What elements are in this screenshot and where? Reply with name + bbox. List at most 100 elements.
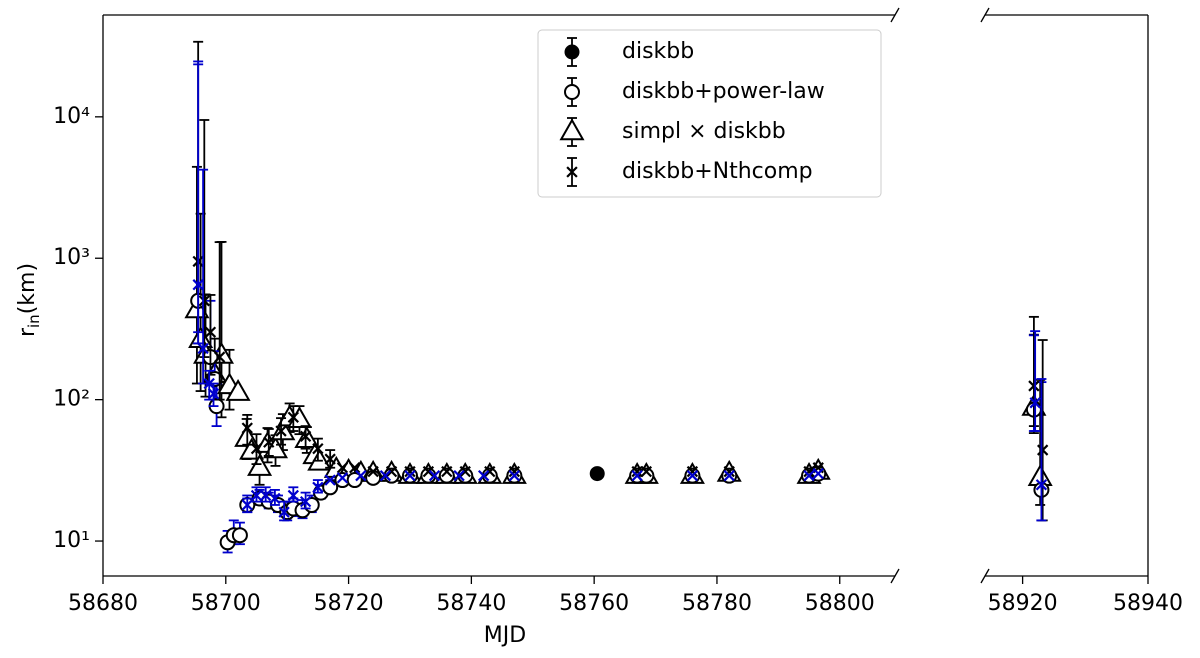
point	[278, 506, 290, 518]
point	[324, 474, 336, 486]
point	[379, 469, 392, 482]
y-label-subscript: in	[25, 314, 43, 328]
error-bar	[199, 119, 210, 358]
point	[453, 469, 465, 482]
error-bar	[1028, 315, 1039, 427]
x-tick-label: 58680	[68, 591, 138, 616]
point	[247, 454, 273, 476]
point	[484, 465, 496, 478]
point	[287, 489, 300, 502]
point	[299, 430, 312, 443]
point	[346, 472, 363, 489]
x-tick-label: 58940	[1113, 591, 1183, 616]
point	[355, 469, 367, 482]
point	[459, 465, 471, 478]
legend-label: diskbb+power-law	[622, 79, 825, 104]
point	[203, 377, 215, 390]
x-tick-label: 58800	[805, 591, 875, 616]
point	[640, 465, 653, 478]
point	[803, 465, 815, 478]
point	[812, 467, 824, 480]
legend-label: simpl × diskbb	[622, 119, 786, 144]
point	[241, 499, 253, 511]
point	[686, 465, 699, 478]
error-bar	[193, 60, 204, 345]
point	[686, 469, 699, 482]
point	[1037, 444, 1049, 456]
legend-label: diskbb	[622, 39, 694, 64]
legend-label: diskbb+Nthcomp	[622, 159, 813, 184]
legend-marker	[566, 166, 578, 178]
point	[260, 489, 272, 502]
series	[589, 466, 605, 482]
point	[385, 465, 398, 478]
y-tick-label: 10⁴	[53, 104, 90, 129]
point	[225, 378, 251, 401]
point	[723, 465, 735, 478]
x-axis-label: MJD	[484, 623, 526, 648]
point	[287, 411, 300, 423]
x-tick-label: 58760	[559, 591, 629, 616]
point	[589, 466, 605, 482]
point	[508, 469, 521, 482]
point	[213, 351, 226, 363]
point	[441, 465, 453, 478]
point	[428, 469, 441, 482]
y-label-main: r	[15, 327, 40, 337]
point	[404, 465, 416, 478]
point	[263, 436, 275, 448]
point	[312, 481, 324, 493]
point	[438, 467, 455, 484]
legend-marker	[564, 84, 580, 100]
y-tick-label: 10¹	[53, 528, 90, 553]
point	[299, 495, 312, 508]
legend-box	[537, 29, 882, 198]
y-tick-label: 10³	[53, 245, 90, 270]
point	[241, 422, 253, 434]
error-bar	[1030, 330, 1041, 432]
point	[250, 443, 263, 455]
error-bar	[205, 294, 216, 376]
error-bar	[242, 414, 253, 446]
error-bar	[214, 241, 225, 401]
legend-marker	[564, 44, 580, 60]
point	[1029, 397, 1041, 409]
error-bar	[204, 369, 215, 401]
point	[250, 489, 263, 502]
point	[336, 472, 349, 484]
axis-break	[890, 7, 990, 584]
legend-marker	[559, 118, 585, 141]
point	[638, 467, 655, 484]
point	[803, 469, 815, 482]
y-tick-label: 10²	[53, 387, 90, 412]
x-tick-label: 58780	[682, 591, 752, 616]
point	[1035, 479, 1048, 491]
point	[197, 342, 209, 355]
point	[404, 469, 416, 482]
point	[336, 462, 349, 474]
point	[631, 469, 643, 482]
point	[204, 326, 217, 338]
point	[1028, 380, 1040, 392]
point	[312, 443, 324, 455]
y-axis-label: rin(km)	[15, 263, 43, 337]
point	[207, 388, 220, 400]
y-label-unit: (km)	[15, 263, 40, 314]
point	[349, 462, 361, 474]
point	[198, 295, 210, 307]
series	[184, 165, 1053, 506]
point	[262, 436, 289, 459]
series	[192, 60, 1048, 522]
point	[477, 469, 490, 482]
point	[269, 492, 281, 505]
point	[324, 453, 336, 465]
point	[231, 527, 248, 544]
point	[192, 279, 204, 291]
point	[508, 465, 521, 478]
x-tick-label: 58700	[191, 591, 261, 616]
x-tick-label: 58920	[988, 591, 1058, 616]
point	[275, 425, 287, 437]
point	[631, 465, 643, 478]
point	[723, 469, 735, 482]
